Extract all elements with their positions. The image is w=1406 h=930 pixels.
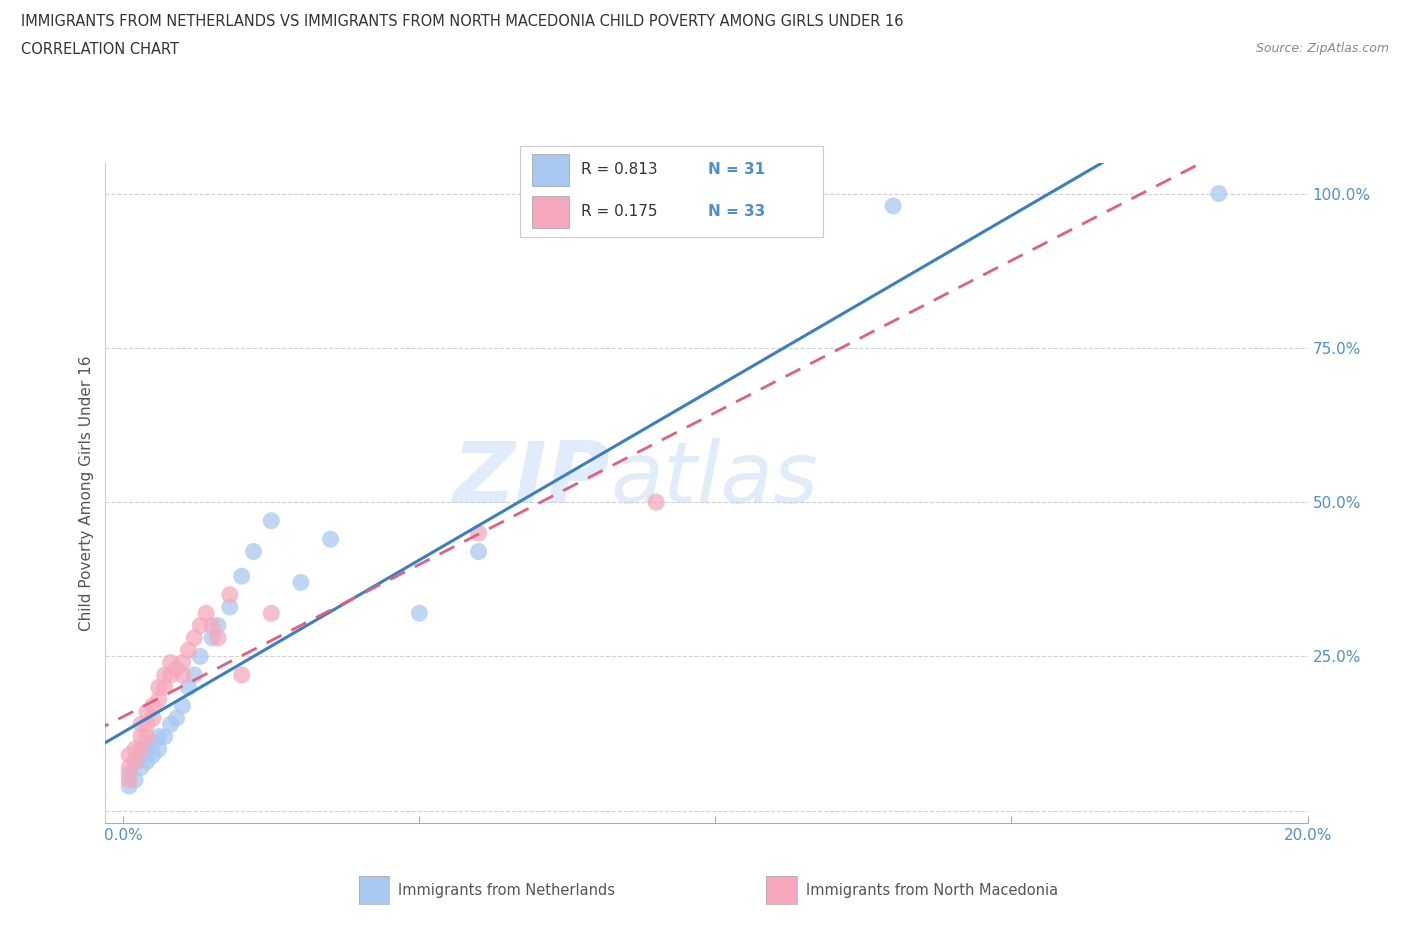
Point [142, 711, 165, 725]
Y-axis label: Child Poverty Among Girls Under 16: Child Poverty Among Girls Under 16 [79, 355, 94, 631]
Point [183, 631, 205, 645]
Point [177, 643, 200, 658]
Point [188, 649, 211, 664]
Point [260, 513, 283, 528]
Point [159, 668, 181, 683]
Text: Immigrants from North Macedonia: Immigrants from North Macedonia [806, 883, 1057, 897]
Point [231, 668, 253, 683]
Text: Immigrants from Netherlands: Immigrants from Netherlands [398, 883, 614, 897]
Point [201, 631, 224, 645]
Point [290, 575, 312, 590]
Point [1208, 186, 1230, 201]
Point [148, 680, 170, 695]
Point [260, 605, 283, 620]
Point [207, 618, 229, 633]
Point [166, 661, 188, 676]
Point [124, 754, 146, 769]
Point [195, 605, 218, 620]
Point [124, 773, 146, 788]
Bar [533, 154, 568, 186]
Point [148, 692, 170, 707]
Point [408, 605, 430, 620]
Text: atlas: atlas [610, 438, 818, 521]
Point [218, 587, 240, 602]
Point [467, 544, 489, 559]
Point [645, 495, 668, 510]
Point [129, 741, 152, 756]
Text: IMMIGRANTS FROM NETHERLANDS VS IMMIGRANTS FROM NORTH MACEDONIA CHILD POVERTY AMO: IMMIGRANTS FROM NETHERLANDS VS IMMIGRANT… [21, 14, 904, 29]
Point [148, 741, 170, 756]
Text: N = 31: N = 31 [707, 162, 765, 178]
Point [188, 618, 211, 633]
Point [124, 754, 146, 769]
Point [118, 778, 141, 793]
Point [177, 680, 200, 695]
Point [118, 773, 141, 788]
Point [118, 766, 141, 781]
Point [242, 544, 264, 559]
Point [118, 760, 141, 775]
Point [153, 668, 176, 683]
Point [129, 729, 152, 744]
Point [153, 729, 176, 744]
Point [218, 600, 240, 615]
Point [135, 729, 157, 744]
Point [231, 569, 253, 584]
Text: Source: ZipAtlas.com: Source: ZipAtlas.com [1256, 42, 1389, 55]
Point [166, 711, 188, 725]
Text: ZIP: ZIP [453, 438, 610, 521]
Point [142, 736, 165, 751]
Point [172, 668, 194, 683]
Point [135, 717, 157, 732]
Bar [533, 196, 568, 228]
Text: CORRELATION CHART: CORRELATION CHART [21, 42, 179, 57]
Point [159, 717, 181, 732]
Point [129, 760, 152, 775]
Point [172, 655, 194, 670]
Point [135, 705, 157, 720]
Point [153, 680, 176, 695]
Point [207, 631, 229, 645]
Point [135, 741, 157, 756]
Point [201, 618, 224, 633]
Text: N = 33: N = 33 [707, 204, 765, 219]
Point [159, 655, 181, 670]
Point [148, 729, 170, 744]
Point [183, 668, 205, 683]
Point [172, 698, 194, 713]
Point [142, 748, 165, 763]
Point [467, 525, 489, 540]
Point [135, 754, 157, 769]
Point [118, 748, 141, 763]
Point [129, 717, 152, 732]
Text: R = 0.813: R = 0.813 [581, 162, 657, 178]
Point [142, 698, 165, 713]
Text: R = 0.175: R = 0.175 [581, 204, 657, 219]
Point [124, 741, 146, 756]
Point [129, 748, 152, 763]
Point [319, 532, 342, 547]
Point [882, 198, 904, 213]
